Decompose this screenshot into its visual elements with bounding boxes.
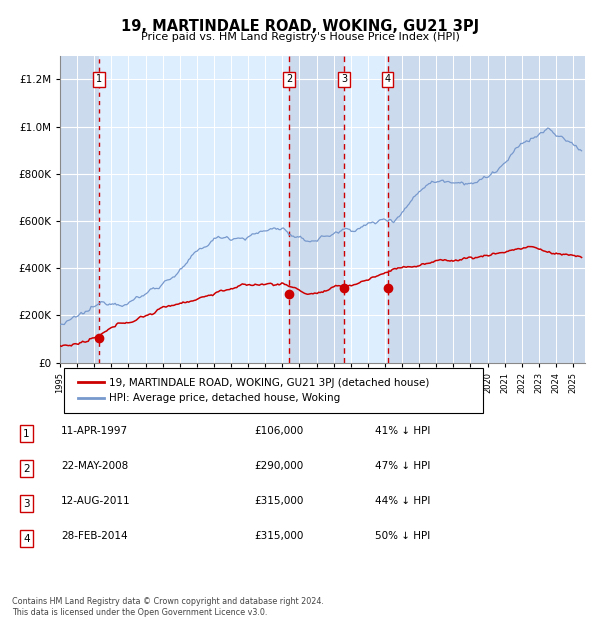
Text: Contains HM Land Registry data © Crown copyright and database right 2024.
This d: Contains HM Land Registry data © Crown c… [12, 598, 324, 617]
Text: £315,000: £315,000 [254, 531, 303, 541]
Text: 3: 3 [341, 74, 347, 84]
Bar [99, 56, 289, 363]
Text: 2: 2 [23, 464, 30, 474]
Text: 22-MAY-2008: 22-MAY-2008 [61, 461, 128, 471]
Text: 11-APR-1997: 11-APR-1997 [61, 426, 128, 436]
Text: 41% ↓ HPI: 41% ↓ HPI [375, 426, 430, 436]
Text: 47% ↓ HPI: 47% ↓ HPI [375, 461, 430, 471]
Text: 1: 1 [96, 74, 102, 84]
Text: 12-AUG-2011: 12-AUG-2011 [61, 496, 131, 506]
Text: £315,000: £315,000 [254, 496, 303, 506]
Text: 2: 2 [286, 74, 292, 84]
Text: 50% ↓ HPI: 50% ↓ HPI [375, 531, 430, 541]
Text: Price paid vs. HM Land Registry's House Price Index (HPI): Price paid vs. HM Land Registry's House … [140, 32, 460, 42]
FancyBboxPatch shape [64, 368, 484, 413]
Text: 28-FEB-2014: 28-FEB-2014 [61, 531, 128, 541]
Legend: 19, MARTINDALE ROAD, WOKING, GU21 3PJ (detached house), HPI: Average price, deta: 19, MARTINDALE ROAD, WOKING, GU21 3PJ (d… [74, 374, 434, 407]
Bar [388, 56, 585, 363]
Text: 19, MARTINDALE ROAD, WOKING, GU21 3PJ: 19, MARTINDALE ROAD, WOKING, GU21 3PJ [121, 19, 479, 33]
Text: £106,000: £106,000 [254, 426, 303, 436]
Text: 1: 1 [23, 428, 30, 439]
Bar [344, 56, 388, 363]
Text: 4: 4 [385, 74, 391, 84]
Text: 44% ↓ HPI: 44% ↓ HPI [375, 496, 430, 506]
Bar [60, 56, 99, 363]
Text: £290,000: £290,000 [254, 461, 303, 471]
Bar [289, 56, 344, 363]
Text: 4: 4 [23, 533, 30, 544]
Text: 3: 3 [23, 498, 30, 508]
